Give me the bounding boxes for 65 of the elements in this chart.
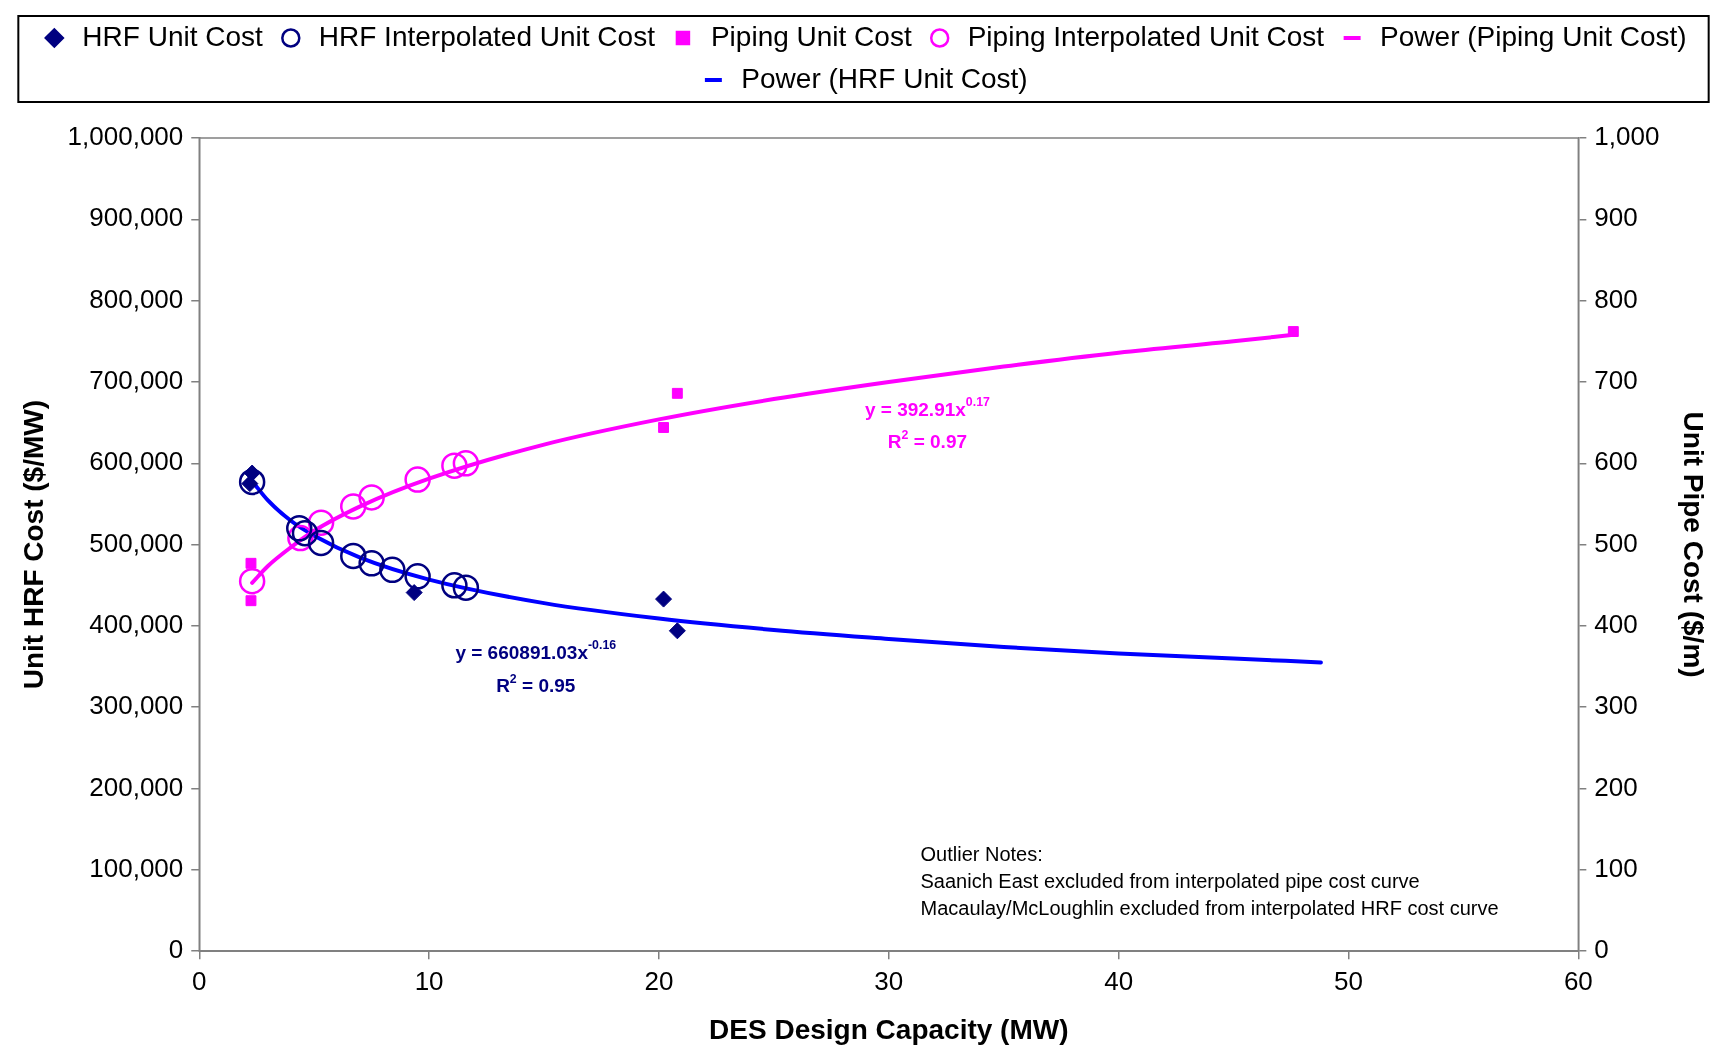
legend-label: Power (HRF Unit Cost) [741, 62, 1028, 94]
point [358, 484, 385, 511]
y2-tick-label: 400 [1594, 609, 1638, 640]
y-tick-label: 700,000 [89, 365, 184, 396]
point [238, 468, 266, 496]
point [340, 493, 367, 520]
y-tick-label: 100,000 [89, 853, 184, 884]
point [404, 466, 431, 493]
point [655, 590, 673, 608]
point [404, 563, 431, 590]
point [658, 422, 669, 433]
y-tick-label: 600,000 [89, 446, 184, 477]
point [668, 622, 686, 640]
point [340, 542, 367, 570]
point [1287, 326, 1299, 337]
y2-tick-label: 1,000 [1594, 121, 1660, 152]
point [405, 584, 423, 602]
point [452, 450, 480, 477]
point [286, 515, 313, 542]
legend-label: HRF Interpolated Unit Cost [318, 20, 656, 52]
y2-tick-label: 600 [1594, 446, 1638, 477]
y-axis-title: Unit HRF Cost ($/MW) [17, 399, 49, 690]
point [291, 519, 319, 547]
point [307, 529, 335, 557]
y-tick-label: 1,000,000 [67, 121, 184, 152]
point [379, 556, 406, 584]
x-tick-label: 20 [644, 965, 674, 996]
x-tick-label: 30 [874, 965, 904, 996]
y-tick-label: 500,000 [89, 527, 184, 558]
y2-axis-title: Unit Pipe Cost ($/m) [1678, 411, 1710, 678]
y2-tick-label: 700 [1594, 365, 1638, 396]
point [452, 574, 480, 601]
legend-label: HRF Unit Cost [82, 20, 264, 52]
y2-tick-label: 900 [1594, 202, 1638, 233]
point [358, 550, 385, 577]
annotation: Saanich East excluded from interpolated pipe cost curve [920, 869, 1420, 892]
point [238, 567, 266, 595]
x-tick-label: 50 [1334, 965, 1363, 996]
point [671, 387, 683, 399]
y2-tick-label: 200 [1594, 771, 1638, 802]
y-tick-label: 900,000 [89, 202, 184, 233]
y2-tick-label: 0 [1594, 934, 1609, 965]
legend-label: Piping Unit Cost [710, 20, 912, 52]
y2-tick-label: 100 [1594, 853, 1638, 884]
annotation: Outlier Notes: [920, 842, 1043, 865]
x-tick-label: 10 [414, 965, 444, 996]
y-tick-label: 0 [168, 934, 184, 965]
y-tick-label: 200,000 [89, 771, 184, 802]
point [245, 595, 257, 607]
y2-tick-label: 300 [1594, 690, 1638, 721]
legend-label: Power (Piping Unit Cost) [1380, 20, 1687, 52]
y2-tick-label: 800 [1594, 283, 1638, 314]
y-tick-label: 300,000 [89, 690, 184, 721]
x-tick-label: 60 [1563, 965, 1593, 996]
y2-tick-label: 500 [1594, 527, 1638, 558]
y-tick-label: 400,000 [89, 609, 184, 640]
x-tick-label: 0 [192, 965, 207, 996]
x-tick-label: 40 [1104, 965, 1134, 996]
point [245, 557, 257, 569]
annotation: Macaulay/McLoughlin excluded from interpolated HRF cost curve [920, 897, 1499, 920]
point [441, 572, 468, 599]
legend-label: Piping Interpolated Unit Cost [967, 20, 1325, 52]
point [441, 452, 468, 479]
x-axis-title: DES Design Capacity (MW) [709, 1013, 1069, 1045]
y-tick-label: 800,000 [89, 283, 184, 314]
